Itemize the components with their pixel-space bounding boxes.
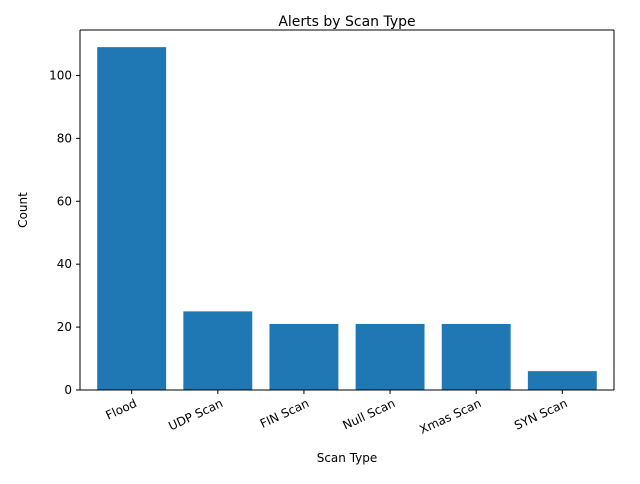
bar-null-scan bbox=[355, 323, 425, 390]
y-tick-label: 0 bbox=[64, 383, 72, 397]
x-axis-label: Scan Type bbox=[317, 451, 378, 465]
bar-fin-scan bbox=[269, 323, 339, 390]
y-tick-label: 60 bbox=[57, 194, 72, 208]
bar-syn-scan bbox=[527, 371, 597, 390]
bar-flood bbox=[97, 47, 167, 391]
y-tick-label: 40 bbox=[57, 257, 72, 271]
axes-frame bbox=[79, 29, 615, 391]
y-tick-label: 100 bbox=[49, 68, 72, 82]
y-axis-label: Count bbox=[16, 192, 30, 228]
bar-udp-scan bbox=[183, 311, 253, 390]
y-axis-ticks: 0 20 40 60 80 100 bbox=[49, 68, 80, 397]
bar-xmas-scan bbox=[441, 323, 511, 390]
y-tick-label: 20 bbox=[57, 320, 72, 334]
y-tick-label: 80 bbox=[57, 131, 72, 145]
chart-title: Alerts by Scan Type bbox=[278, 14, 415, 30]
bars-layer bbox=[97, 47, 597, 391]
